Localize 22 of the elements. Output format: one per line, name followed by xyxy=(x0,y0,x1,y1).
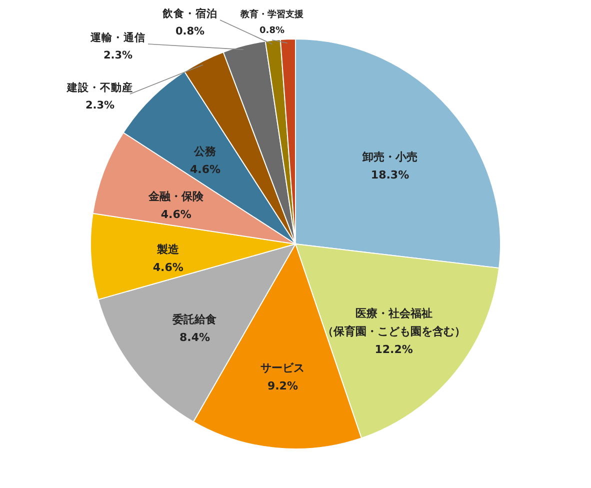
data-label: 8.4% xyxy=(179,331,210,344)
data-label: 2.3% xyxy=(85,100,116,112)
slice-label: 運輸・通信 xyxy=(90,31,146,44)
data-label: 0.8% xyxy=(260,26,284,36)
slice-label: 公務 xyxy=(193,145,218,158)
slice-label: 建設・不動産 xyxy=(66,81,133,94)
slice-label: 教育・学習支援 xyxy=(240,8,304,20)
data-label: 12.2% xyxy=(374,342,413,356)
data-label: 4.6% xyxy=(160,208,192,221)
data-label: 4.6% xyxy=(152,260,184,274)
data-label: 18.3% xyxy=(370,168,410,182)
data-label: 4.6% xyxy=(190,163,220,176)
slice-label: 卸売・小売 xyxy=(362,150,418,164)
slice-label: 医療・社会福祉（保育園・こども園を含む） xyxy=(322,306,466,338)
slice-label: 製造 xyxy=(156,242,180,256)
slice-label: 金融・保険 xyxy=(148,190,205,203)
data-label: 0.8% xyxy=(175,26,206,38)
data-label: 2.3% xyxy=(103,50,134,62)
slice-label: サービス xyxy=(260,362,305,375)
slice-label: 委託給食 xyxy=(172,313,217,326)
data-label: 9.2% xyxy=(267,380,298,393)
slice-label: 飲食・宿泊 xyxy=(162,7,218,20)
